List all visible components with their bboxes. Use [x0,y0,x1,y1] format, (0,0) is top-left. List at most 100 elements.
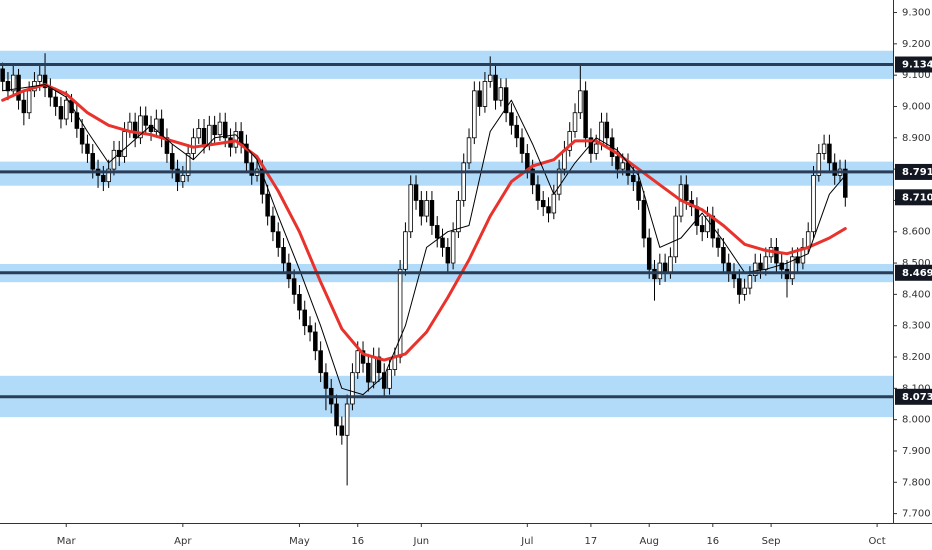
candle-body [514,124,519,139]
candle-body [42,74,48,89]
candle-body [212,124,217,136]
candle-body [556,168,562,195]
levels [0,63,893,399]
candle-body [16,74,21,101]
candle-body [286,262,292,280]
moving-average-line [2,84,846,396]
candle-body [620,162,625,170]
candle-body [646,237,652,270]
candle-body [249,162,254,176]
candle-body [313,331,318,352]
candle-body [742,287,747,295]
last-price-label: 8.710 [902,192,932,203]
moving-averages [1,83,847,396]
y-tick-label: 7.700 [902,509,931,520]
level-label: 8.469 [902,268,932,279]
level-label-box [895,163,932,180]
candle-body [472,90,477,139]
candle-body [567,131,572,151]
candle-body [339,425,345,436]
candle-body [37,74,43,82]
candle-body [832,162,837,176]
candle-body [355,350,360,374]
candle-body [175,168,180,183]
axes: 9.3009.2009.1009.0008.9008.8008.7008.600… [57,8,932,547]
candle-body [408,184,413,233]
candle-body [593,143,599,154]
candle-body [201,128,207,145]
candle-body [509,112,514,126]
candle-body [604,121,610,139]
candle-body [381,372,387,389]
x-tick-label: Apr [174,536,192,547]
candle-body [265,193,270,217]
candle-body [106,168,111,183]
candle-body [699,225,705,233]
candle-body [445,247,451,264]
y-tick-label: 8.500 [902,258,931,269]
candle-body [180,174,186,183]
candle-body [673,215,678,258]
candle-body [715,237,721,248]
candle-body [668,256,673,273]
level-label-box [895,388,932,405]
candle-body [811,174,816,233]
x-tick-label: Jun [413,536,430,547]
candle-body [297,293,302,311]
candle-body [138,115,143,139]
candle-body [572,112,578,132]
x-tick-label: Sep [762,536,781,547]
candle-body [360,350,366,364]
candle-body [737,278,742,295]
candle-body [503,87,509,114]
candle-body [185,153,191,176]
candle-body [270,215,276,233]
x-tick-label: 17 [585,536,598,547]
candle-body [758,262,763,270]
y-tick-label: 8.200 [902,352,931,363]
candle-body [350,372,355,405]
x-tick-label: 16 [351,536,364,547]
last-price-box [895,189,932,206]
candle-body [53,96,58,107]
candle-body [450,231,456,264]
candle-body [85,143,90,154]
x-tick-label: Mar [57,536,77,547]
candle-body [307,325,313,333]
candle-body [101,174,106,183]
candle-body [551,193,557,214]
candle-body [222,121,228,139]
candle-body [275,231,281,248]
candle-body [440,237,445,248]
candle-body [344,403,350,436]
candle-body [26,90,32,114]
candle-body [843,168,848,198]
candle-body [466,137,472,164]
candle-body [244,143,249,164]
y-tick-label: 8.900 [902,133,931,144]
candle-body [482,81,488,107]
candle-body [143,115,148,126]
candle-body [540,200,546,208]
candle-body [164,137,170,154]
level-label: 8.073 [902,392,932,403]
candle-body [10,74,16,92]
candle-body [58,106,64,120]
candle-body [827,143,832,164]
candle-body [530,168,535,186]
candle-body [721,247,726,264]
candle-body [281,247,286,264]
y-tick-label: 9.100 [902,70,931,81]
candle-body [419,200,424,217]
candle-body [169,153,175,170]
candle-body [217,121,223,136]
candle-body [519,137,525,154]
y-tick-label: 8.600 [902,227,931,238]
candle-body [477,90,482,107]
x-tick-label: 16 [706,536,719,547]
candle-body [615,156,620,170]
candle-body [684,184,689,201]
y-tick-label: 8.300 [902,321,931,332]
y-tick-label: 8.400 [902,289,931,300]
candle-body [21,99,27,114]
